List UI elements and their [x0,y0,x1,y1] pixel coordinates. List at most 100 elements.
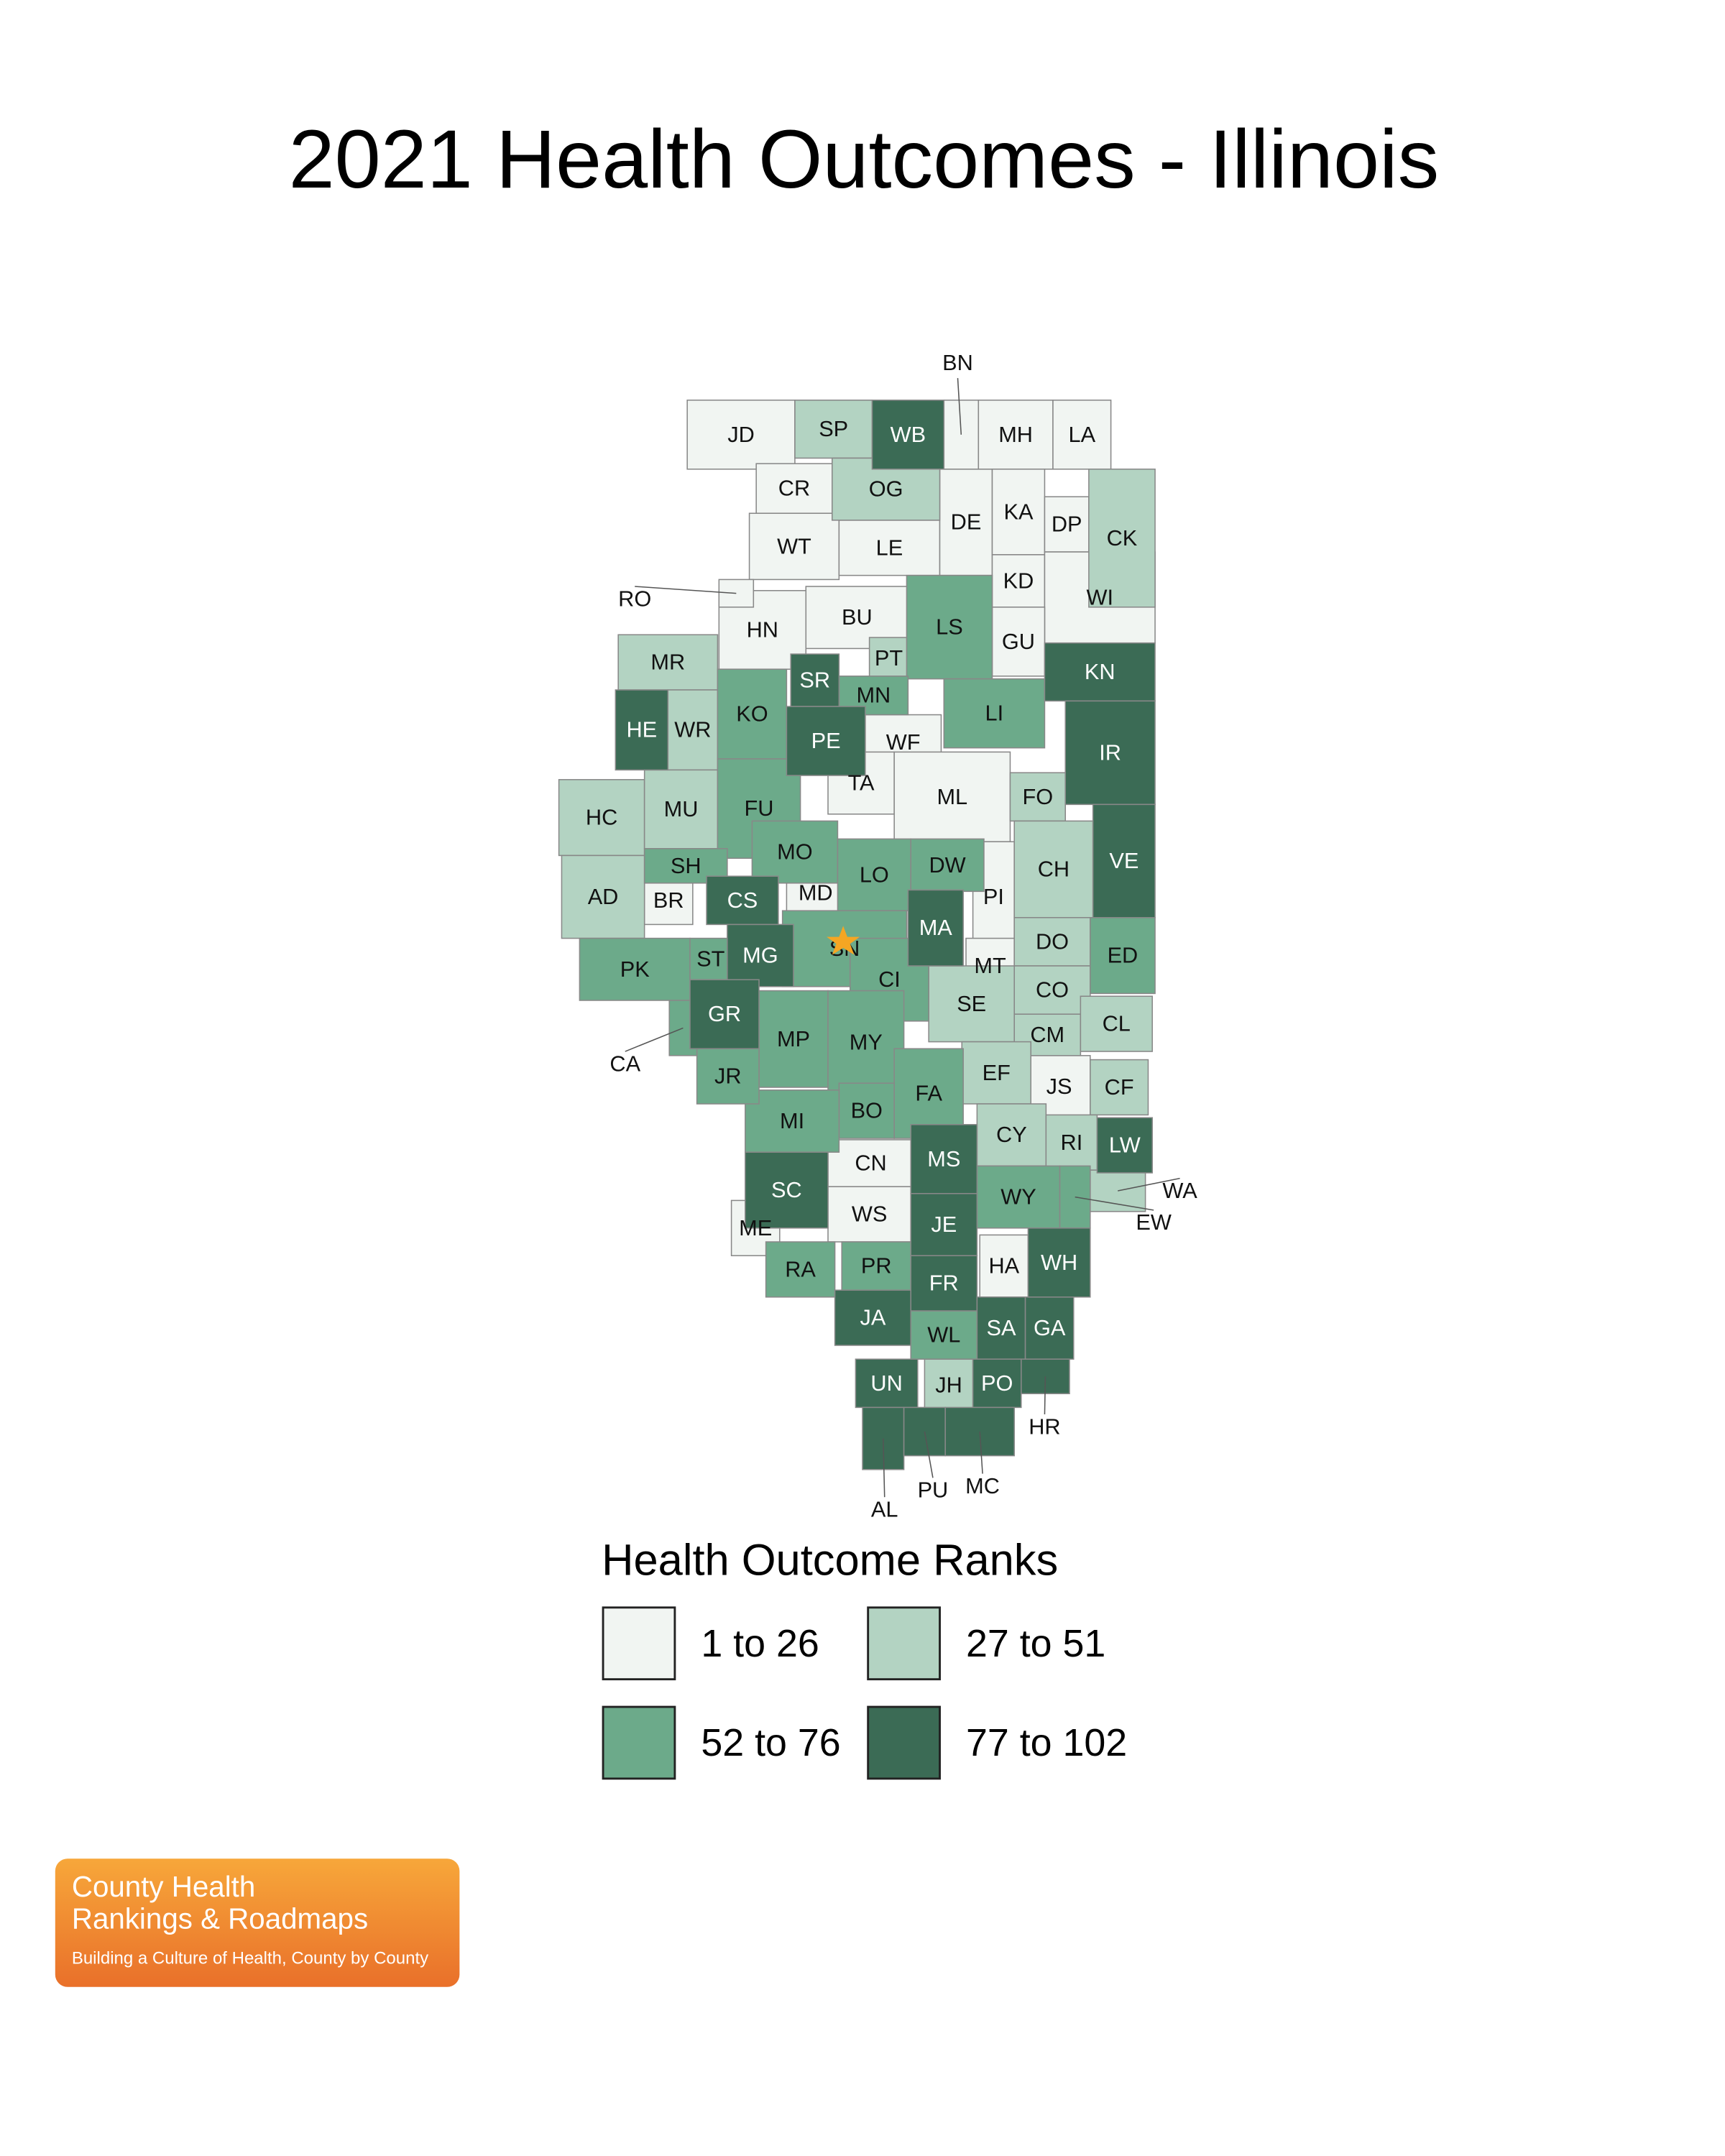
legend-label: 77 to 102 [966,1721,1127,1764]
county [786,706,866,776]
county [827,990,905,1095]
county-label: CR [778,476,810,501]
label-layer: JD CR WT LE DE MH LA KA DP KD WI GU HN BU WF TA ML BR MD PI… [586,350,1197,1522]
county-label: FR [929,1271,959,1296]
county [686,400,796,470]
county-label: LS [936,614,963,640]
county-label: DE [951,510,982,535]
county-label: MO [777,839,812,865]
county-label: SR [799,668,830,693]
county-label: BO [851,1098,883,1123]
county [1052,400,1112,470]
county-label: IR [1099,740,1121,765]
county-label: LE [876,535,903,560]
county [751,820,839,884]
legend-label: 1 to 26 [701,1622,819,1665]
title: 2021 Health Outcomes - Illinois [289,114,1440,206]
county [643,848,728,884]
county-label: PI [983,884,1004,909]
county-label: SC [771,1177,802,1202]
county [924,1358,974,1412]
county-label: AD [588,884,619,909]
county [827,1139,914,1187]
county [961,1041,1032,1105]
county [579,937,691,1001]
county [790,653,840,707]
county-layer [558,400,1156,1470]
county-label: KD [1003,568,1034,593]
leader-line [635,586,737,594]
county [745,1089,840,1153]
county-label: LI [985,701,1004,726]
county-label: RI [1061,1130,1083,1155]
county-label: LA [1068,422,1095,447]
county-label: PO [981,1370,1013,1396]
county-label: JA [860,1305,886,1330]
leader-line [957,378,962,435]
legend-swatch [602,1606,676,1681]
county-label: PK [620,957,650,982]
county-label: CM [1030,1022,1064,1047]
county-label: MC [965,1473,1000,1498]
county [907,889,964,967]
county [561,854,645,939]
county [1024,1296,1075,1360]
county-label: WB [891,422,926,447]
county-label: PR [861,1253,892,1279]
county-label: EF [983,1060,1011,1085]
county-label: MA [919,915,953,940]
county-label: LO [860,862,889,887]
county-label: BR [653,888,684,913]
county [910,1124,978,1194]
county-label: WH [1041,1250,1077,1275]
county [706,875,779,926]
county-label: WR [674,717,711,742]
legend-title: Health Outcome Ranks [602,1536,1058,1585]
county [903,1406,946,1457]
county-label: WT [777,533,811,558]
county [1044,642,1156,702]
county-label: CS [727,888,758,913]
county [906,574,993,680]
county [1092,803,1156,918]
county-label: JS [1046,1074,1072,1099]
county-label: FO [1023,784,1054,809]
legend-label: 27 to 51 [966,1622,1105,1665]
county-label: PT [875,645,903,671]
county [991,607,1046,677]
county [910,838,985,893]
leader-line [625,1027,684,1052]
capital-star [827,926,860,955]
leader-line [1118,1177,1180,1192]
county-label: ED [1108,943,1138,968]
county [755,463,833,515]
county-label: SE [957,991,986,1016]
county [991,469,1046,556]
county-label: GA [1034,1315,1066,1340]
legend-swatch [867,1606,941,1681]
county-label: HR [1029,1414,1060,1439]
county-label: PU [918,1478,949,1503]
county [834,1289,911,1346]
logo-box [55,1858,460,1987]
county-label: SH [671,853,702,878]
logo-tagline: Building a Culture of Health, County by … [72,1949,428,1968]
county [976,1165,1061,1229]
logo-line: Rankings & Roadmaps [72,1902,368,1935]
county-label: MS [927,1146,960,1171]
county [910,1255,978,1312]
county [1064,700,1156,806]
county [944,1406,1015,1457]
county-label: PE [811,728,841,753]
county-label: JH [935,1373,962,1398]
county [1013,917,1091,967]
county-label: UN [870,1370,902,1396]
county [696,1048,760,1105]
county-label: RA [785,1256,816,1281]
county-label: JR [714,1064,742,1089]
county [748,512,840,581]
county [943,678,1046,749]
county-label: EW [1136,1210,1171,1235]
county-label: WS [852,1202,887,1227]
county-label: CL [1103,1011,1131,1036]
